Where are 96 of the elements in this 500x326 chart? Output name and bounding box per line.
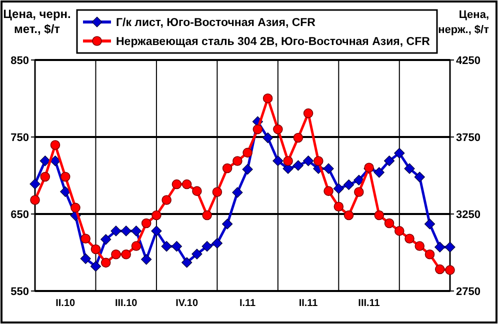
- point: [394, 148, 405, 158]
- point: [100, 234, 112, 245]
- x-tick-label: III.11: [358, 298, 380, 309]
- y2-tick-label: 3250: [456, 208, 480, 221]
- point: [262, 132, 274, 144]
- legend-label: Г/к лист, Юго-Восточная Азия, CFR: [116, 17, 316, 30]
- point: [162, 195, 172, 205]
- point: [354, 174, 364, 186]
- point: [30, 195, 40, 205]
- point: [30, 178, 40, 190]
- point: [344, 210, 354, 220]
- point: [272, 156, 284, 166]
- point: [303, 108, 314, 118]
- point: [212, 187, 222, 197]
- point: [141, 218, 152, 228]
- point: [202, 241, 212, 252]
- point: [171, 241, 182, 252]
- point: [151, 226, 162, 236]
- y2-tick-label: 2750: [456, 286, 480, 298]
- point: [333, 183, 344, 194]
- point: [273, 124, 283, 134]
- point: [374, 167, 384, 178]
- point: [60, 172, 70, 182]
- point: [343, 179, 354, 190]
- point: [161, 241, 172, 252]
- point: [111, 249, 121, 260]
- point: [80, 234, 91, 244]
- point: [404, 234, 414, 244]
- point: [110, 226, 122, 236]
- point: [192, 248, 202, 260]
- point: [434, 264, 445, 274]
- point: [130, 226, 142, 236]
- point: [283, 156, 293, 166]
- point: [90, 261, 102, 272]
- point: [202, 210, 212, 220]
- point: [121, 249, 131, 260]
- point: [182, 257, 192, 268]
- point: [90, 244, 101, 254]
- point: [172, 179, 182, 190]
- point: [314, 156, 324, 166]
- x-tick-label: IV.10: [176, 298, 198, 309]
- y2-tick-label: 3750: [456, 132, 480, 144]
- point: [293, 132, 304, 143]
- point: [384, 156, 395, 166]
- point: [374, 210, 384, 220]
- point: [424, 218, 436, 230]
- point: [445, 265, 455, 275]
- legend-label: Нержавеющая сталь 304 2B, Юго-Восточная Азия, CFR: [116, 36, 431, 48]
- point: [152, 210, 162, 220]
- point: [222, 163, 232, 174]
- y-tick-label: 850: [10, 54, 29, 67]
- point: [414, 241, 425, 251]
- point: [323, 163, 334, 174]
- point: [414, 172, 425, 182]
- point: [60, 186, 71, 197]
- point: [232, 156, 242, 166]
- y2-axis-title: Цена, нерж., $/т: [438, 9, 490, 36]
- x-tick-label: II.10: [56, 298, 76, 309]
- point: [70, 202, 80, 213]
- point: [354, 187, 364, 197]
- point: [232, 187, 243, 198]
- point: [394, 226, 404, 236]
- point: [40, 156, 50, 166]
- point: [242, 164, 253, 175]
- point: [302, 156, 314, 166]
- x-tick-label: I.11: [239, 298, 256, 309]
- point: [120, 226, 132, 236]
- point: [182, 179, 192, 190]
- y-axis-title: Цена, черн. мет., $/т: [3, 7, 71, 36]
- point: [80, 253, 91, 264]
- point: [324, 186, 334, 196]
- y2-tick-label: 4250: [456, 54, 480, 67]
- point: [131, 241, 142, 251]
- x-tick-label: II.11: [298, 298, 318, 309]
- point: [100, 258, 111, 268]
- point: [384, 218, 394, 228]
- point: [262, 93, 273, 104]
- point: [444, 242, 456, 252]
- point: [334, 202, 344, 212]
- point: [141, 254, 152, 265]
- point: [212, 238, 222, 249]
- point: [292, 160, 304, 171]
- point: [50, 156, 61, 166]
- x-tick-label: III.10: [114, 298, 138, 309]
- point: [242, 148, 252, 158]
- y-tick-label: 750: [10, 132, 29, 144]
- point: [404, 163, 415, 174]
- point: [40, 172, 50, 182]
- point: [192, 186, 202, 196]
- y-tick-label: 550: [10, 286, 29, 298]
- point: [434, 242, 446, 252]
- y-tick-label: 650: [10, 208, 29, 221]
- point: [50, 140, 60, 150]
- point: [222, 218, 233, 230]
- point: [424, 249, 435, 260]
- point: [252, 124, 263, 134]
